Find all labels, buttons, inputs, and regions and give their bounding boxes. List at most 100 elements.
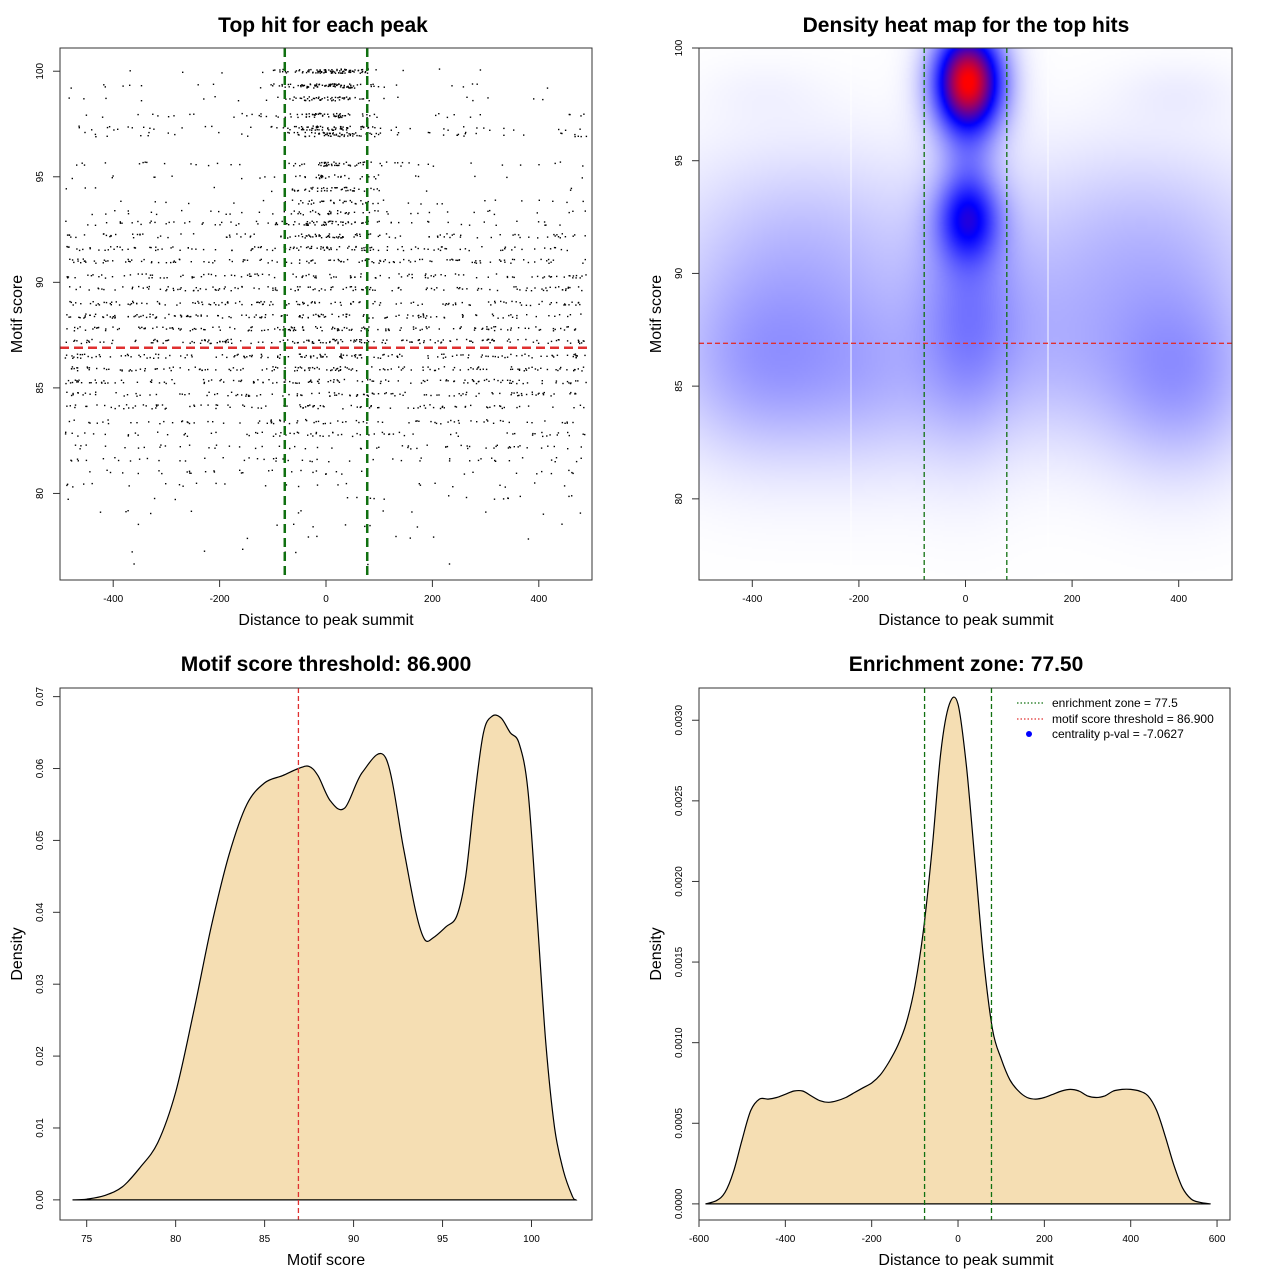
scatter-point [508,338,510,340]
scatter-point [303,99,306,101]
scatter-point [241,394,243,396]
scatter-point [157,248,159,251]
scatter-point [275,460,277,462]
scatter-point [138,316,140,318]
scatter-point [280,432,282,434]
scatter-point [415,420,417,422]
scatter-point [157,115,159,117]
scatter-point [184,222,186,224]
scatter-point [384,317,386,319]
scatter-point [363,247,365,249]
scatter-point [400,302,402,304]
scatter-point [76,458,79,460]
scatter-point [547,258,550,261]
scatter-point [453,233,455,235]
scatter-point [531,422,533,424]
scatter-point [292,273,294,275]
scatter-point [499,419,502,422]
scatter-point [373,433,375,435]
scatter-point [473,380,475,383]
scatter-point [155,316,157,319]
scatter-point [297,116,299,119]
scatter-point [139,368,142,370]
scatter-point [173,260,175,262]
scatter-point [376,188,378,190]
scatter-point [330,83,332,86]
scatter-point [567,315,569,318]
scatter-point [179,329,181,331]
scatter-point [534,433,536,435]
scatter-point [79,326,81,328]
scatter-point [248,457,250,459]
scatter-point [356,357,359,359]
scatter-point [314,301,316,303]
scatter-point [364,71,366,74]
scatter-point [94,393,97,396]
scatter-point [360,357,363,359]
scatter-point [342,202,344,204]
scatter-point [538,329,540,331]
scatter-point [263,458,265,461]
scatter-point [271,393,273,395]
scatter-point [246,274,249,276]
scatter-point [86,405,88,408]
scatter-point [483,379,486,382]
scatter-point [229,213,231,215]
scatter-point [167,339,170,341]
legend: enrichment zone = 77.5 motif score thres… [1017,696,1214,741]
scatter-point [362,161,364,164]
scatter-point [234,328,236,330]
scatter-point [361,249,363,252]
scatter-point [295,175,297,178]
scatter-point [374,277,377,279]
scatter-point [430,420,432,423]
scatter-point [398,366,400,368]
scatter-point [332,113,335,115]
scatter-point [392,458,394,460]
scatter-point [412,326,415,328]
scatter-point [442,134,445,136]
scatter-point [453,380,456,382]
scatter-point [312,97,315,100]
scatter-point [383,86,385,88]
scatter-point [149,394,151,396]
scatter-point [411,341,413,343]
scatter-point [330,302,332,305]
scatter-point [230,164,232,166]
scatter-point [129,460,132,462]
scatter-point [184,394,186,396]
scatter-point [569,342,572,344]
y-tick-label: 0.04 [35,902,46,922]
scatter-point [140,223,142,226]
scatter-point [195,287,197,289]
scatter-point [322,435,324,437]
scatter-point [76,164,78,166]
scatter-point [299,286,301,288]
scatter-point [259,316,261,319]
scatter-point [105,234,108,237]
scatter-point [544,224,546,226]
scatter-point [315,127,318,129]
scatter-point [458,393,460,395]
scatter-point [221,354,224,356]
scatter-point [332,326,334,329]
scatter-point [464,133,466,135]
scatter-point [307,304,309,307]
scatter-point [468,249,470,252]
scatter-point [125,404,128,406]
scatter-point [375,69,377,71]
scatter-point [240,379,243,381]
scatter-point [348,245,350,248]
scatter-point [519,289,521,291]
scatter-point [550,302,552,304]
scatter-point [390,393,392,395]
scatter-point [580,446,582,448]
scatter-point [472,99,474,102]
scatter-point [193,327,196,330]
scatter-point [315,277,317,279]
scatter-point [300,128,303,131]
scatter-point [360,341,363,344]
scatter-point [271,469,273,471]
scatter-point [71,366,74,368]
scatter-point [339,113,341,115]
